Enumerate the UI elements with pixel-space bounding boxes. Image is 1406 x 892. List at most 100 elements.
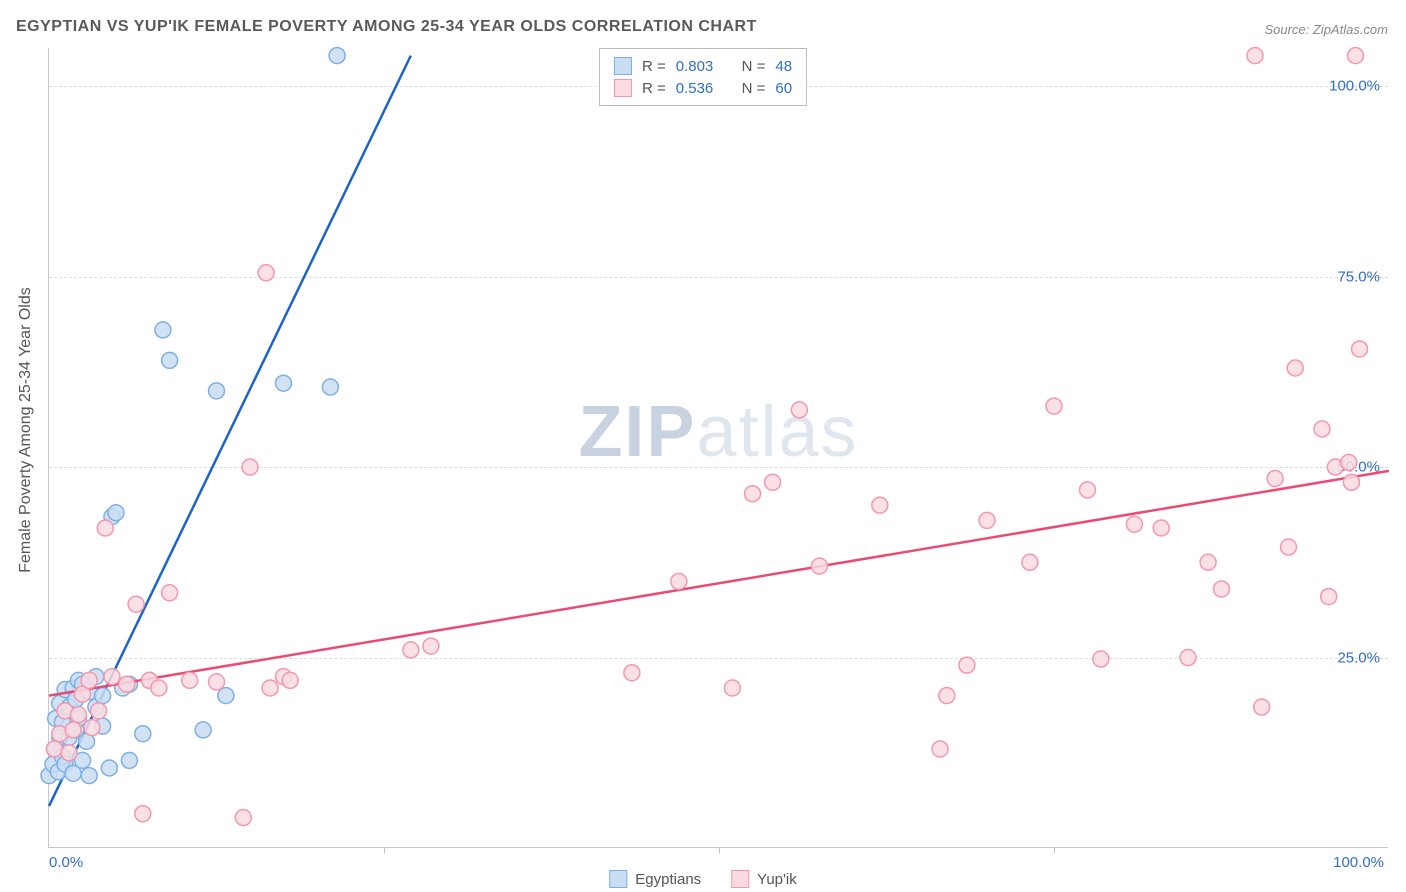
data-point [1287, 360, 1303, 376]
data-point [84, 720, 100, 736]
data-point [979, 512, 995, 528]
data-point [128, 596, 144, 612]
data-point [671, 573, 687, 589]
x-tick-label-max: 100.0% [1333, 854, 1384, 871]
data-point [959, 657, 975, 673]
data-point [1126, 516, 1142, 532]
source-prefix: Source: [1264, 22, 1312, 37]
swatch-egyptians [609, 870, 627, 888]
data-point [872, 497, 888, 513]
data-point [108, 505, 124, 521]
data-point [195, 722, 211, 738]
data-point [218, 688, 234, 704]
x-tick [384, 847, 385, 853]
data-point [151, 680, 167, 696]
data-point [1352, 341, 1368, 357]
data-point [1093, 651, 1109, 667]
data-point [791, 402, 807, 418]
data-point [70, 707, 86, 723]
data-point [1314, 421, 1330, 437]
n-value: 48 [775, 58, 792, 75]
stats-box: R = 0.803 N = 48 R = 0.536 N = 60 [599, 48, 807, 106]
data-point [812, 558, 828, 574]
data-point [1321, 589, 1337, 605]
source-attribution: Source: ZipAtlas.com [1264, 22, 1388, 37]
data-point [423, 638, 439, 654]
data-point [276, 375, 292, 391]
y-axis-label: Female Poverty Among 25-34 Year Olds [17, 287, 35, 573]
data-point [162, 585, 178, 601]
r-value: 0.536 [676, 80, 714, 97]
data-point [61, 745, 77, 761]
data-point [1022, 554, 1038, 570]
data-point [1348, 48, 1364, 64]
r-label: R = [642, 58, 666, 75]
data-point [119, 676, 135, 692]
data-point [182, 672, 198, 688]
data-point [162, 352, 178, 368]
data-point [65, 722, 81, 738]
data-point [97, 520, 113, 536]
data-point [624, 665, 640, 681]
data-point [1153, 520, 1169, 536]
scatter-svg [49, 48, 1388, 847]
data-point [329, 48, 345, 64]
data-point [1267, 470, 1283, 486]
data-point [1254, 699, 1270, 715]
stats-swatch [614, 79, 632, 97]
data-point [1046, 398, 1062, 414]
n-label: N = [742, 80, 766, 97]
data-point [155, 322, 171, 338]
data-point [242, 459, 258, 475]
data-point [135, 726, 151, 742]
n-value: 60 [775, 80, 792, 97]
legend-label-yupik: Yup'ik [757, 871, 797, 888]
data-point [46, 741, 62, 757]
data-point [282, 672, 298, 688]
data-point [939, 688, 955, 704]
plot-area: ZIPatlas 25.0%50.0%75.0%100.0%0.0%100.0% [48, 48, 1388, 848]
data-point [101, 760, 117, 776]
data-point [1247, 48, 1263, 64]
data-point [724, 680, 740, 696]
data-point [135, 806, 151, 822]
data-point [403, 642, 419, 658]
data-point [104, 669, 120, 685]
data-point [1180, 650, 1196, 666]
x-tick [1054, 847, 1055, 853]
data-point [765, 474, 781, 490]
data-point [81, 672, 97, 688]
x-tick-label-min: 0.0% [49, 854, 83, 871]
data-point [1343, 474, 1359, 490]
legend-label-egyptians: Egyptians [635, 871, 701, 888]
data-point [1080, 482, 1096, 498]
n-label: N = [742, 58, 766, 75]
data-point [1214, 581, 1230, 597]
data-point [235, 810, 251, 826]
data-point [258, 265, 274, 281]
chart-title: EGYPTIAN VS YUP'IK FEMALE POVERTY AMONG … [16, 18, 757, 36]
stats-swatch [614, 57, 632, 75]
data-point [1281, 539, 1297, 555]
data-point [262, 680, 278, 696]
stats-row: R = 0.536 N = 60 [614, 77, 792, 99]
data-point [1341, 454, 1357, 470]
data-point [1200, 554, 1216, 570]
data-point [121, 752, 137, 768]
x-tick [719, 847, 720, 853]
data-point [209, 383, 225, 399]
data-point [745, 486, 761, 502]
source-link[interactable]: ZipAtlas.com [1313, 22, 1388, 37]
bottom-legend: Egyptians Yup'ik [609, 870, 796, 888]
data-point [322, 379, 338, 395]
r-value: 0.803 [676, 58, 714, 75]
stats-row: R = 0.803 N = 48 [614, 55, 792, 77]
data-point [209, 674, 225, 690]
legend-item-egyptians: Egyptians [609, 870, 701, 888]
data-point [95, 688, 111, 704]
r-label: R = [642, 80, 666, 97]
swatch-yupik [731, 870, 749, 888]
data-point [932, 741, 948, 757]
data-point [81, 768, 97, 784]
data-point [91, 703, 107, 719]
